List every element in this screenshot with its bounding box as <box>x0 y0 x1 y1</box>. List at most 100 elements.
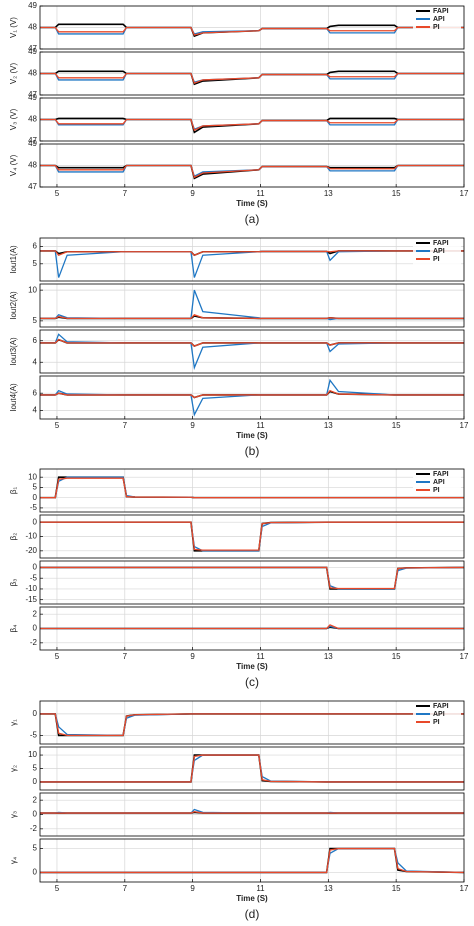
series-line <box>40 333 464 371</box>
series-line <box>40 389 464 399</box>
series-line <box>40 713 464 737</box>
y-tick-label: -2 <box>30 638 38 647</box>
y-tick-label: 0 <box>33 517 38 526</box>
x-tick-label: 15 <box>392 652 401 661</box>
y-axis-label: β₃ <box>9 579 18 587</box>
caption: (b) <box>245 444 260 458</box>
legend-label: PI <box>433 719 440 726</box>
caption: (c) <box>245 675 259 689</box>
y-tick-label: -10 <box>25 532 37 541</box>
series-line <box>40 378 464 417</box>
x-tick-label: 15 <box>392 884 401 893</box>
y-axis-label: γ₄ <box>9 857 18 864</box>
series-line <box>40 521 464 551</box>
series-line <box>40 118 464 132</box>
plot-frame <box>39 514 465 559</box>
y-tick-label: 4 <box>33 406 38 415</box>
y-tick-label: 10 <box>28 285 37 294</box>
y-tick-label: 47 <box>28 90 37 99</box>
plot-frame <box>39 560 465 605</box>
x-tick-label: 17 <box>460 421 469 430</box>
plot-frame <box>39 329 465 374</box>
y-tick-label: 5 <box>33 844 38 853</box>
y-axis-label: β₄ <box>9 625 18 633</box>
y-tick-label: 5 <box>33 483 38 492</box>
x-tick-label: 11 <box>256 884 265 893</box>
y-tick-label: 10 <box>28 750 37 759</box>
y-tick-label: 0 <box>33 868 38 877</box>
series-line <box>40 847 464 874</box>
x-axis-label: Time (S) <box>236 431 268 440</box>
y-tick-label: -5 <box>30 731 38 740</box>
plot-frame <box>39 283 465 328</box>
y-tick-label: -5 <box>30 573 38 582</box>
y-tick-label: 6 <box>33 242 38 251</box>
y-axis-label: Iout2(A) <box>9 291 18 320</box>
series-line <box>40 72 464 85</box>
y-tick-label: 10 <box>28 472 37 481</box>
series-line <box>40 313 464 320</box>
y-tick-label: 48 <box>28 23 37 32</box>
x-tick-label: 17 <box>460 652 469 661</box>
y-tick-label: 47 <box>28 44 37 53</box>
x-tick-label: 9 <box>190 652 195 661</box>
y-tick-label: -10 <box>25 584 37 593</box>
x-tick-label: 17 <box>460 884 469 893</box>
x-tick-label: 5 <box>55 652 60 661</box>
y-tick-label: 2 <box>33 795 38 804</box>
x-tick-label: 9 <box>190 884 195 893</box>
series-line <box>40 566 464 590</box>
y-tick-label: 49 <box>28 1 37 10</box>
series-line <box>40 26 464 36</box>
caption: (a) <box>245 212 260 226</box>
x-tick-label: 13 <box>324 189 333 198</box>
x-tick-label: 7 <box>123 652 128 661</box>
y-tick-label: 4 <box>33 357 38 366</box>
x-tick-label: 15 <box>392 421 401 430</box>
y-axis-label: V₂ (V) <box>9 63 18 85</box>
legend-label: API <box>433 248 445 255</box>
x-tick-label: 11 <box>256 652 265 661</box>
x-tick-label: 15 <box>392 189 401 198</box>
y-tick-label: 0 <box>33 563 38 572</box>
y-axis-label: V₃ (V) <box>9 108 18 130</box>
plot-frame <box>39 375 465 420</box>
plot-frame <box>39 606 465 651</box>
y-axis-label: γ₁ <box>9 719 18 726</box>
y-tick-label: 5 <box>33 316 38 325</box>
y-tick-label: -2 <box>30 824 38 833</box>
legend-label: PI <box>433 24 440 31</box>
y-tick-label: 5 <box>33 259 38 268</box>
x-tick-label: 17 <box>460 189 469 198</box>
y-axis-label: β₂ <box>9 533 18 541</box>
y-tick-label: 48 <box>28 69 37 78</box>
series-line <box>40 289 464 321</box>
y-tick-label: 48 <box>28 115 37 124</box>
y-axis-label: Iout1(A) <box>9 245 18 274</box>
y-tick-label: -15 <box>25 595 37 604</box>
series-line <box>40 250 464 278</box>
x-tick-label: 13 <box>324 652 333 661</box>
x-tick-label: 5 <box>55 884 60 893</box>
legend-label: API <box>433 479 445 486</box>
y-axis-label: β₁ <box>9 487 18 495</box>
legend-label: PI <box>433 256 440 263</box>
x-axis-label: Time (S) <box>236 199 268 208</box>
series-line <box>40 713 464 737</box>
x-tick-label: 13 <box>324 421 333 430</box>
plot-frame <box>39 5 465 50</box>
y-tick-label: 2 <box>33 609 38 618</box>
x-tick-label: 11 <box>256 189 265 198</box>
x-tick-label: 13 <box>324 884 333 893</box>
legend-label: API <box>433 16 445 23</box>
legend-label: PI <box>433 487 440 494</box>
x-tick-label: 7 <box>123 189 128 198</box>
x-axis-label: Time (S) <box>236 662 268 671</box>
legend-label: FAPI <box>433 240 449 247</box>
legend-label: FAPI <box>433 703 449 710</box>
plot-frame <box>39 468 465 513</box>
y-tick-label: -20 <box>25 546 37 555</box>
y-axis-label: V₄ (V) <box>9 154 18 176</box>
y-tick-label: 0 <box>33 624 38 633</box>
